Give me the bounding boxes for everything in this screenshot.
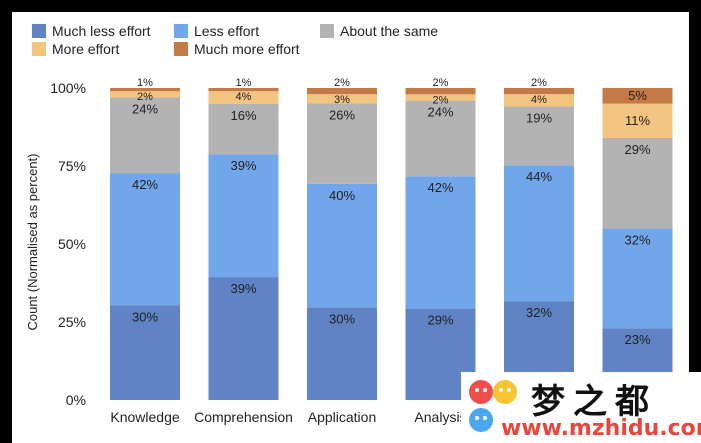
bar-segment bbox=[110, 305, 180, 400]
data-label: 29% bbox=[427, 313, 453, 328]
data-label: 3% bbox=[334, 94, 350, 106]
bar-segment bbox=[405, 94, 476, 101]
legend-label: More effort bbox=[52, 41, 120, 57]
x-axis: Knowledge Comprehension Application Analysi… bbox=[110, 409, 466, 425]
bar-segment bbox=[208, 103, 279, 155]
bar-segment bbox=[602, 137, 673, 229]
bars: 30%42%24%2%1%39%39%16%4%1%30%40%26%3%2%2… bbox=[110, 77, 673, 400]
data-label: 24% bbox=[427, 105, 453, 120]
legend-swatch bbox=[174, 24, 188, 38]
data-label: 2% bbox=[334, 77, 350, 89]
bar-segment bbox=[208, 88, 279, 92]
x-tick-label: Comprehension bbox=[194, 409, 293, 425]
watermark-url: www.mzhidu.com bbox=[501, 416, 701, 441]
watermark-logo-icon bbox=[469, 380, 517, 432]
bar-segment bbox=[208, 154, 279, 278]
legend-label: Much less effort bbox=[52, 23, 151, 39]
legend-swatch bbox=[320, 24, 334, 38]
data-label: 23% bbox=[624, 332, 650, 347]
data-label: 44% bbox=[526, 169, 552, 184]
legend-swatch bbox=[174, 42, 188, 56]
bar-segment bbox=[208, 277, 279, 400]
x-tick-label: Analysis bbox=[414, 409, 466, 425]
y-tick-label: 100% bbox=[50, 80, 86, 96]
bar-segment bbox=[307, 103, 377, 184]
data-label: 2% bbox=[433, 94, 449, 106]
legend: Much less effort Less effort About the sam… bbox=[32, 23, 438, 57]
y-axis: 0% 25% 50% 75% 100% bbox=[50, 80, 86, 408]
data-label: 2% bbox=[531, 77, 547, 89]
bar-segment bbox=[307, 94, 377, 104]
bar-segment bbox=[602, 103, 673, 138]
legend-label: Much more effort bbox=[194, 41, 300, 57]
bar-segment bbox=[602, 228, 673, 329]
y-tick-label: 25% bbox=[58, 314, 86, 330]
watermark-chinese-text: 梦之都 bbox=[531, 382, 657, 422]
data-label: 42% bbox=[427, 180, 453, 195]
data-label: 39% bbox=[230, 281, 256, 296]
bar-segment bbox=[307, 88, 377, 95]
data-label: 30% bbox=[132, 309, 158, 324]
bar-segment bbox=[504, 165, 574, 302]
y-tick-label: 75% bbox=[58, 158, 86, 174]
legend-label: About the same bbox=[340, 23, 438, 39]
data-label: 2% bbox=[433, 77, 449, 89]
data-label: 42% bbox=[132, 177, 158, 192]
bar-segment bbox=[504, 94, 574, 107]
bar-segment bbox=[602, 88, 673, 104]
data-label: 11% bbox=[625, 113, 650, 128]
data-label: 30% bbox=[329, 311, 355, 326]
x-tick-label: Application bbox=[308, 409, 377, 425]
bar-segment bbox=[307, 183, 377, 308]
bar-segment bbox=[307, 307, 377, 400]
watermark: 梦之都 www.mzhidu.com bbox=[461, 372, 701, 443]
data-label: 26% bbox=[329, 107, 355, 122]
bar-segment bbox=[110, 173, 180, 306]
y-tick-label: 0% bbox=[66, 392, 86, 408]
data-label: 16% bbox=[230, 108, 256, 123]
bar-segment bbox=[504, 106, 574, 166]
y-tick-label: 50% bbox=[58, 236, 86, 252]
data-label: 24% bbox=[132, 101, 158, 116]
bar-segment bbox=[208, 91, 279, 104]
data-label: 32% bbox=[624, 232, 650, 247]
bar-segment bbox=[110, 91, 180, 98]
data-label: 2% bbox=[137, 91, 153, 103]
bar-segment bbox=[405, 100, 476, 177]
data-label: 5% bbox=[628, 88, 647, 103]
data-label: 39% bbox=[230, 158, 256, 173]
bar-segment bbox=[110, 97, 180, 174]
data-label: 32% bbox=[526, 305, 552, 320]
legend-label: Less effort bbox=[194, 23, 259, 39]
data-label: 19% bbox=[526, 111, 552, 126]
legend-swatch bbox=[32, 24, 46, 38]
bar-segment bbox=[504, 88, 574, 95]
x-tick-label: Knowledge bbox=[110, 409, 179, 425]
legend-swatch bbox=[32, 42, 46, 56]
data-label: 4% bbox=[236, 91, 252, 103]
data-label: 29% bbox=[624, 142, 650, 157]
bar-segment bbox=[110, 88, 180, 92]
data-label: 40% bbox=[329, 188, 355, 203]
data-label: 4% bbox=[531, 94, 547, 106]
data-label: 1% bbox=[137, 77, 153, 89]
bar-segment bbox=[405, 176, 476, 309]
data-label: 1% bbox=[236, 77, 252, 89]
bar-segment bbox=[405, 88, 476, 95]
y-axis-label: Count (Normalised as percent) bbox=[25, 153, 40, 330]
